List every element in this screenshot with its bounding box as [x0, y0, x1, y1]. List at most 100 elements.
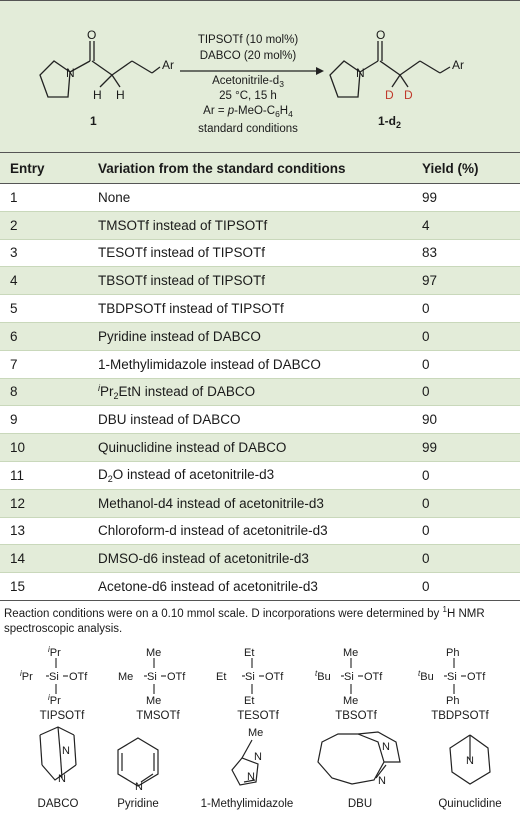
top-substituent: iPr: [48, 645, 61, 659]
base-label: DBU: [347, 798, 373, 810]
base-label: DABCO: [37, 798, 79, 810]
cell-variation: None: [98, 189, 131, 205]
cell-entry: 8: [10, 384, 18, 400]
reagent-2: DABCO (20 mol%): [200, 50, 297, 62]
cell-variation: D2O instead of acetonitrile-d3: [98, 466, 275, 484]
silyl-label: TBSOTf: [335, 710, 377, 722]
cell-variation: DBU instead of DABCO: [98, 412, 241, 428]
left-substituent: tBu: [315, 669, 331, 683]
table-row: 10 Quinuclidine instead of DABCO 99: [0, 434, 520, 462]
table-row: 4 TBSOTf instead of TIPSOTf 97: [0, 267, 520, 296]
cell-entry: 4: [10, 273, 18, 289]
prod-d2: D: [404, 88, 413, 102]
cell-variation: Acetone-d6 instead of acetonitrile-d3: [98, 579, 318, 595]
otf-group: OTf: [167, 671, 186, 683]
sm-ar: Ar: [162, 58, 174, 72]
cell-entry: 10: [10, 440, 26, 456]
bottom-substituent: Me: [343, 695, 358, 707]
cell-entry: 11: [10, 467, 25, 483]
table-row: 7 1-Methylimidazole instead of DABCO 0: [0, 351, 520, 379]
silicon-atom: Si: [147, 671, 157, 683]
cell-yield: 0: [422, 356, 430, 372]
cell-entry: 12: [10, 495, 26, 511]
left-substituent: tBu: [418, 669, 434, 683]
cell-yield: 0: [422, 328, 430, 344]
table-row: 11 D2O instead of acetonitrile-d3 0: [0, 462, 520, 490]
sm-h1: H: [93, 88, 102, 102]
base-label: Pyridine: [117, 798, 159, 810]
cell-variation: Quinuclidine instead of DABCO: [98, 440, 287, 456]
silicon-atom: Si: [447, 671, 457, 683]
cell-entry: 2: [10, 217, 18, 233]
cell-entry: 13: [10, 523, 26, 539]
sm-nitrogen: N: [66, 66, 75, 80]
dbu-n2: N: [378, 775, 386, 787]
conditions-table: Entry Variation from the standard condit…: [0, 152, 520, 601]
silicon-atom: Si: [344, 671, 354, 683]
bottom-substituent: Me: [146, 695, 161, 707]
cell-yield: 0: [422, 467, 430, 483]
cell-entry: 6: [10, 328, 18, 344]
left-substituent: Et: [216, 671, 226, 683]
cell-entry: 15: [10, 579, 26, 595]
cell-yield: 0: [422, 523, 430, 539]
table-row: 3 TESOTf instead of TIPSOTf 83: [0, 240, 520, 268]
header-entry: Entry: [10, 160, 45, 176]
cell-yield: 4: [422, 217, 430, 233]
dabco-n1: N: [62, 745, 70, 757]
prod-ar: Ar: [452, 58, 464, 72]
cell-variation: Chloroform-d instead of acetonitrile-d3: [98, 523, 328, 539]
dabco-n2: N: [58, 773, 66, 785]
top-substituent: Et: [244, 647, 254, 659]
cell-entry: 7: [10, 356, 18, 372]
silyl-label: TESOTf: [237, 710, 279, 722]
sm-label: 1: [90, 114, 97, 128]
cell-yield: 90: [422, 412, 438, 428]
table-row: 8 iPr2EtN instead of DABCO 0: [0, 378, 520, 407]
cell-variation: iPr2EtN instead of DABCO: [98, 382, 256, 401]
cell-variation: TBDPSOTf instead of TIPSOTf: [98, 301, 284, 317]
header-variation: Variation from the standard conditions: [98, 160, 346, 176]
cell-variation: Methanol-d4 instead of acetonitrile-d3: [98, 495, 324, 511]
otf-group: OTf: [364, 671, 383, 683]
otf-group: OTf: [69, 671, 88, 683]
cell-yield: 0: [422, 495, 430, 511]
cell-entry: 1: [10, 189, 18, 205]
bottom-substituent: Et: [244, 695, 254, 707]
left-substituent: iPr: [20, 669, 33, 683]
cell-yield: 0: [422, 579, 430, 595]
silyl-label: TMSOTf: [136, 710, 180, 722]
standard-conditions: standard conditions: [198, 123, 298, 135]
cell-entry: 14: [10, 551, 26, 567]
bottom-substituent: Ph: [446, 695, 459, 707]
cell-variation: 1-Methylimidazole instead of DABCO: [98, 356, 321, 372]
silyl-structure-tmsotf: Si OTf Me Me Me: [118, 647, 186, 707]
sm-h2: H: [116, 88, 125, 102]
imidazole-n1: N: [254, 751, 262, 763]
cell-variation: TMSOTf instead of TIPSOTf: [98, 217, 268, 233]
cell-yield: 97: [422, 273, 438, 289]
prod-label: 1-d2: [378, 114, 401, 130]
table-row: 5 TBDPSOTf instead of TIPSOTf 0: [0, 295, 520, 323]
cell-yield: 83: [422, 245, 438, 261]
silicon-atom: Si: [245, 671, 255, 683]
otf-group: OTf: [265, 671, 284, 683]
prod-oxygen: O: [376, 28, 385, 42]
table-row: 2 TMSOTf instead of TIPSOTf 4: [0, 211, 520, 240]
cell-entry: 9: [10, 412, 18, 428]
imidazole-me: Me: [248, 727, 263, 739]
reaction-scheme: O N H H Ar 1 O N D D Ar 1-d2 TIPSOTf (10…: [0, 0, 520, 153]
quinuclidine-n: N: [466, 755, 474, 767]
table-row: 12 Methanol-d4 instead of acetonitrile-d3…: [0, 489, 520, 518]
silyl-label: TBDPSOTf: [431, 710, 489, 722]
cell-yield: 0: [422, 301, 430, 317]
reaction-scheme-drawing: O N H H Ar 1 O N D D Ar 1-d2 TIPSOTf (10…: [39, 28, 464, 135]
pyridine-n: N: [135, 781, 143, 793]
silyl-label: TIPSOTf: [39, 710, 85, 722]
footnote: Reaction conditions were on a 0.10 mmol …: [4, 605, 485, 635]
table-row: 1 None 99: [0, 184, 520, 212]
